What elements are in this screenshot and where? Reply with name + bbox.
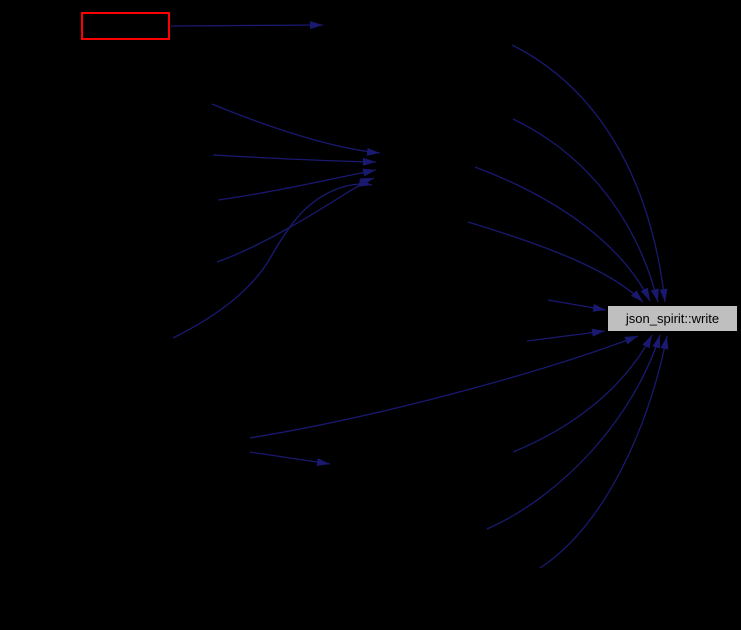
edge-converge-1 <box>211 103 381 156</box>
edge-converge-swoop <box>172 178 373 339</box>
edge-to-write-left-1 <box>547 299 607 312</box>
edge-stub-arrow <box>249 451 331 467</box>
edge-red-node-out <box>170 21 324 30</box>
node-json-spirit-write[interactable]: json_spirit::write <box>607 305 738 332</box>
edge-converge-3 <box>217 168 377 201</box>
edge-to-write-top-1 <box>511 44 668 303</box>
edge-to-write-top-4 <box>467 221 644 303</box>
edge-to-write-bottom-long <box>249 335 639 439</box>
edge-to-write-left-2 <box>526 328 606 342</box>
node-highlighted[interactable] <box>81 12 170 40</box>
edge-to-write-top-3 <box>474 166 651 302</box>
edge-to-write-bottom-1 <box>512 334 653 453</box>
edge-to-write-bottom-3 <box>539 335 669 569</box>
edge-to-write-bottom-2 <box>486 334 661 530</box>
edge-to-write-top-2 <box>512 118 659 303</box>
edge-converge-2 <box>212 154 377 166</box>
node-json-spirit-write-label: json_spirit::write <box>625 311 720 326</box>
